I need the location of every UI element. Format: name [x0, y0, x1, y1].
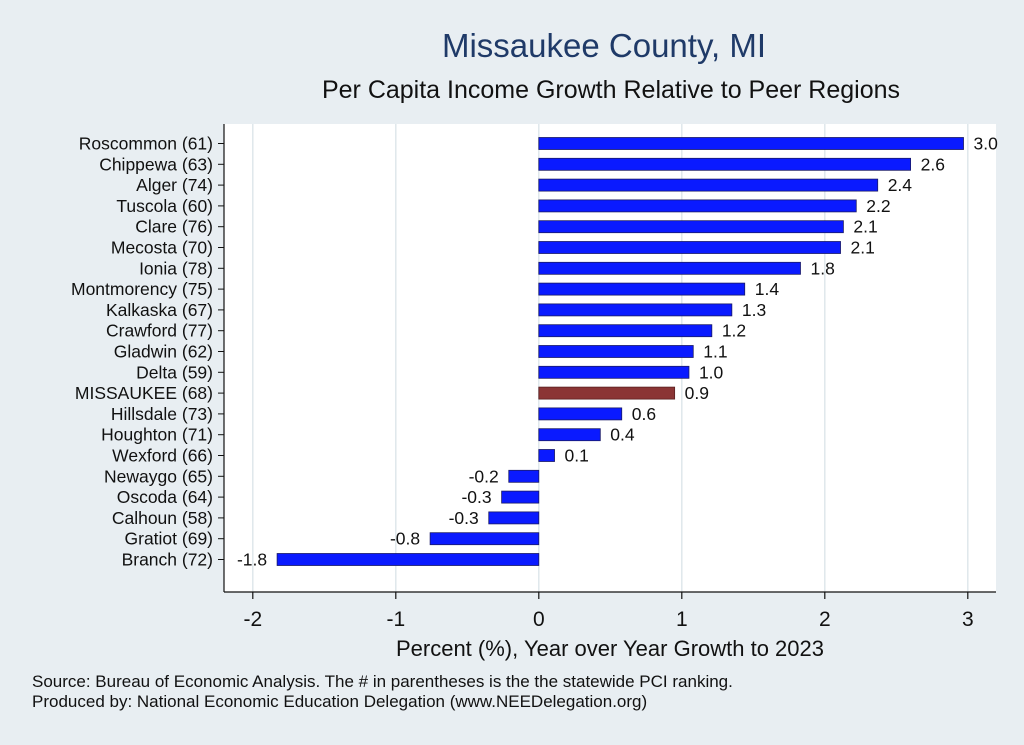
bar [538, 449, 555, 462]
bar [538, 178, 879, 192]
x-axis-title: Percent (%), Year over Year Growth to 20… [396, 636, 824, 661]
x-tick-label: 1 [676, 608, 688, 631]
bar [429, 532, 540, 546]
category-label: Hillsdale (73) [111, 404, 213, 424]
category-label: Crawford (77) [106, 321, 213, 341]
category-label: Clare (76) [135, 217, 213, 237]
category-label: Chippewa (63) [99, 154, 213, 174]
bar [538, 199, 857, 213]
chart-subtitle: Per Capita Income Growth Relative to Pee… [322, 76, 900, 104]
bar [538, 157, 911, 171]
x-tick-label: 3 [962, 608, 974, 631]
source-note: Source: Bureau of Economic Analysis. The… [32, 672, 733, 691]
category-label: Calhoun (58) [112, 508, 213, 528]
value-label: 0.6 [632, 404, 656, 424]
bar [538, 282, 746, 296]
value-label: 1.3 [742, 300, 766, 320]
bar [538, 324, 713, 338]
value-label: 2.1 [851, 238, 875, 258]
value-label: -0.2 [469, 466, 499, 486]
value-label: 1.0 [699, 362, 724, 382]
category-label: Kalkaska (67) [106, 300, 213, 320]
value-label: 3.0 [974, 134, 999, 154]
value-label: 1.8 [810, 258, 834, 278]
category-label: Mecosta (70) [111, 238, 213, 258]
category-label: Wexford (66) [112, 446, 213, 466]
x-tick-label: 0 [533, 608, 545, 631]
bar [538, 261, 801, 275]
bar [538, 365, 690, 379]
value-label: 1.4 [755, 279, 780, 299]
category-label: Montmorency (75) [71, 279, 213, 299]
category-label: MISSAUKEE (68) [75, 383, 213, 403]
category-label: Houghton (71) [101, 425, 213, 445]
value-label: 1.1 [703, 342, 727, 362]
value-label: -1.8 [237, 550, 267, 570]
bar [538, 345, 694, 358]
bar [508, 469, 540, 483]
x-tick-label: 2 [819, 608, 831, 631]
value-label: 2.6 [921, 154, 945, 174]
bar [488, 511, 540, 525]
category-label: Gladwin (62) [114, 342, 213, 362]
value-label: -0.3 [461, 487, 491, 507]
value-label: 2.4 [888, 175, 913, 195]
bar [538, 137, 964, 150]
value-label: 1.2 [722, 321, 746, 341]
x-tick-label: -1 [386, 608, 405, 631]
bar [538, 303, 733, 317]
plot-area [224, 124, 996, 592]
bar [538, 241, 841, 254]
category-label: Branch (72) [122, 550, 213, 570]
category-label: Oscoda (64) [117, 487, 213, 507]
value-label: -0.8 [390, 529, 420, 549]
value-label: 0.4 [610, 425, 635, 445]
producer-note: Produced by: National Economic Education… [32, 692, 648, 711]
category-label: Alger (74) [136, 175, 213, 195]
chart-title: Missaukee County, MI [442, 27, 766, 64]
bar-highlight [538, 386, 676, 400]
bar [538, 428, 601, 442]
category-label: Tuscola (60) [116, 196, 213, 216]
bar [538, 407, 623, 421]
bar [538, 220, 844, 234]
category-label: Roscommon (61) [79, 134, 213, 154]
category-label: Gratiot (69) [125, 529, 214, 549]
value-label: 2.2 [866, 196, 890, 216]
value-label: 0.1 [565, 446, 589, 466]
value-label: 2.1 [853, 217, 877, 237]
x-tick-label: -2 [243, 608, 262, 631]
value-label: 0.9 [685, 383, 709, 403]
category-label: Newaygo (65) [104, 466, 213, 486]
bar [501, 490, 540, 504]
bar [276, 553, 540, 566]
category-label: Ionia (78) [139, 258, 213, 278]
value-label: -0.3 [449, 508, 479, 528]
category-label: Delta (59) [136, 362, 213, 382]
